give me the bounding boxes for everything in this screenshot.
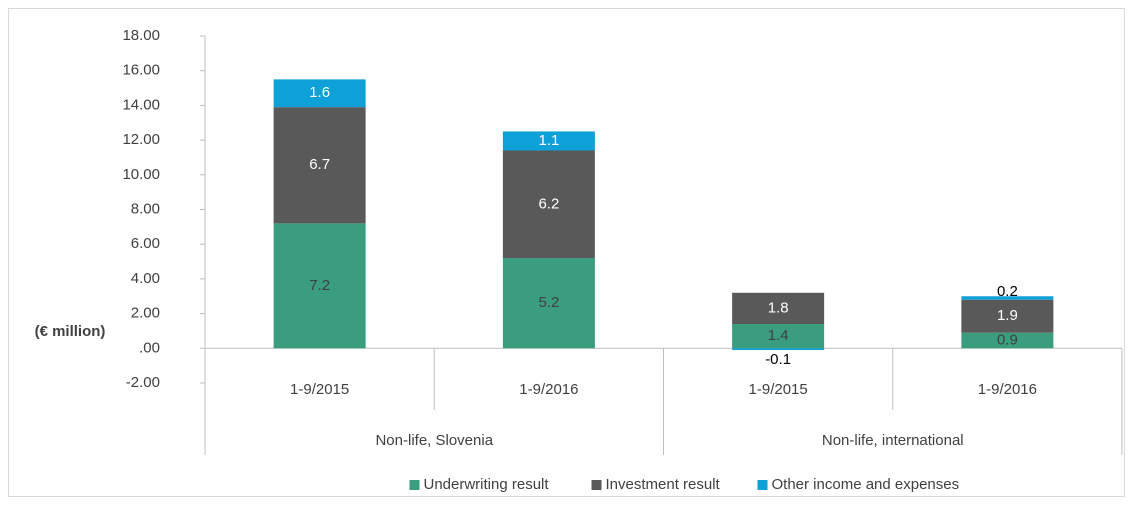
- bar-segment: [732, 348, 825, 351]
- group-label: Non-life, international: [822, 432, 964, 449]
- bar-segment: [732, 292, 825, 325]
- data-label: 1.8: [768, 299, 789, 316]
- x-tick-label: 1-9/2015: [749, 381, 808, 398]
- bar-segment: [502, 131, 595, 151]
- data-label: 6.2: [538, 195, 559, 212]
- y-tick-label: 14.00: [122, 96, 160, 113]
- y-tick-label: 4.00: [131, 270, 160, 287]
- y-tick-label: 8.00: [131, 200, 160, 217]
- bar-segment: [732, 324, 825, 349]
- x-tick-label: 1-9/2015: [290, 381, 349, 398]
- bar-segment: [273, 107, 366, 224]
- legend-swatch: [591, 480, 602, 490]
- y-tick-label: .00: [139, 339, 160, 356]
- data-label: 1.1: [538, 132, 559, 149]
- y-tick-label: 6.00: [131, 235, 160, 252]
- y-tick-label: 18.00: [122, 27, 160, 44]
- legend-label: Underwriting result: [424, 476, 550, 493]
- legend-swatch: [409, 480, 420, 490]
- bar-segment: [502, 150, 595, 259]
- group-label: Non-life, Slovenia: [375, 432, 493, 449]
- data-label: 1.4: [768, 327, 789, 344]
- legend-label: Other income and expenses: [772, 476, 960, 493]
- chart-border: [8, 8, 1125, 497]
- y-tick-label: 16.00: [122, 62, 160, 79]
- data-label: -0.1: [765, 351, 791, 368]
- bar-segment: [961, 296, 1054, 300]
- legend-label: Investment result: [606, 476, 721, 493]
- bar-segment: [961, 332, 1054, 349]
- data-label: 1.9: [997, 307, 1018, 324]
- data-label: 6.7: [309, 156, 330, 173]
- legend-swatch: [757, 480, 768, 490]
- y-tick-label: 2.00: [131, 305, 160, 322]
- data-label: 0.2: [997, 283, 1018, 300]
- data-label: 0.9: [997, 331, 1018, 348]
- bar-segment: [502, 258, 595, 349]
- data-label: 7.2: [309, 277, 330, 294]
- data-label: 5.2: [538, 294, 559, 311]
- bar-segment: [273, 223, 366, 349]
- x-tick-label: 1-9/2016: [519, 381, 578, 398]
- y-axis-label: (€ million): [35, 323, 106, 340]
- x-tick-label: 1-9/2016: [978, 381, 1037, 398]
- data-label: 1.6: [309, 84, 330, 101]
- bar-segment: [961, 299, 1054, 333]
- y-tick-label: 12.00: [122, 131, 160, 148]
- y-tick-label: 10.00: [122, 166, 160, 183]
- bar-segment: [273, 79, 366, 108]
- y-tick-label: -2.00: [126, 374, 160, 391]
